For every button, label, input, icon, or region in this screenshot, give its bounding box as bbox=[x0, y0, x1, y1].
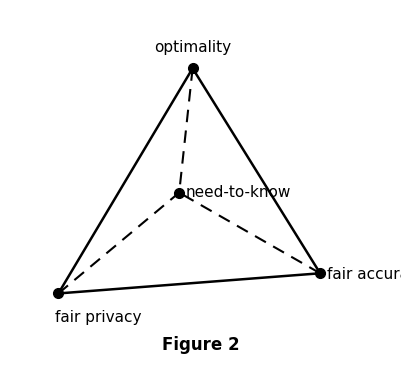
Text: optimality: optimality bbox=[154, 40, 231, 55]
Text: fair privacy: fair privacy bbox=[55, 310, 141, 325]
Text: need-to-know: need-to-know bbox=[185, 185, 291, 200]
Text: fair accuracy: fair accuracy bbox=[326, 267, 401, 283]
Text: Figure 2: Figure 2 bbox=[162, 336, 239, 354]
